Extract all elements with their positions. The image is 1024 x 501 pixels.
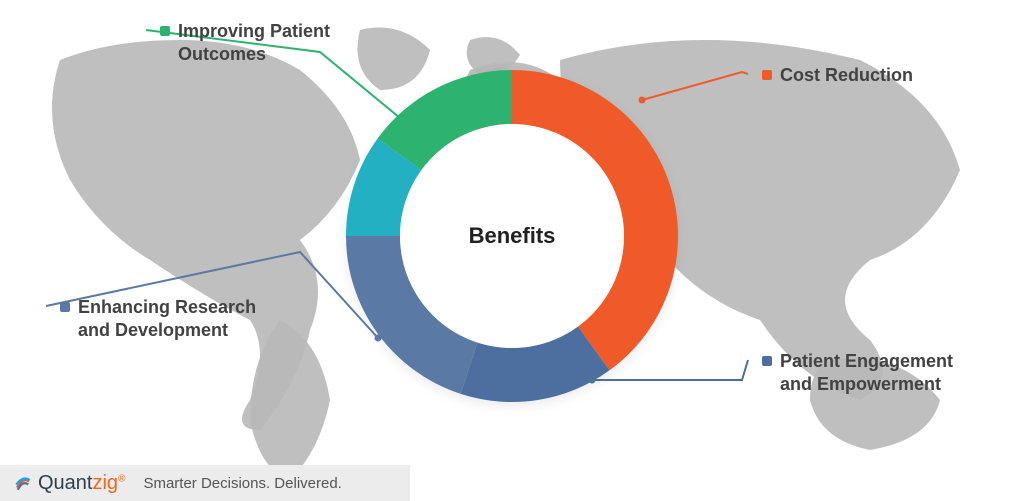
bullet-icon: [762, 356, 772, 366]
callout-engage: Patient Engagementand Empowerment: [762, 350, 953, 395]
callout-cost: Cost Reduction: [762, 64, 913, 87]
bullet-icon: [60, 302, 70, 312]
chart-center-label: Benefits: [469, 223, 556, 249]
logo-text-zig: zig: [92, 472, 118, 494]
callout-research: Enhancing Researchand Development: [60, 296, 256, 341]
brand-logo: Quantzig®: [14, 472, 125, 495]
bullet-icon: [762, 70, 772, 80]
logo-mark-icon: [14, 474, 32, 492]
bullet-icon: [160, 26, 170, 36]
callout-improve: Improving PatientOutcomes: [160, 20, 330, 65]
logo-text-quant: Quant: [38, 472, 92, 494]
logo-tm-icon: ®: [118, 473, 125, 484]
footer-tagline: Smarter Decisions. Delivered.: [143, 475, 341, 492]
footer-bar: Quantzig® Smarter Decisions. Delivered.: [0, 465, 410, 501]
